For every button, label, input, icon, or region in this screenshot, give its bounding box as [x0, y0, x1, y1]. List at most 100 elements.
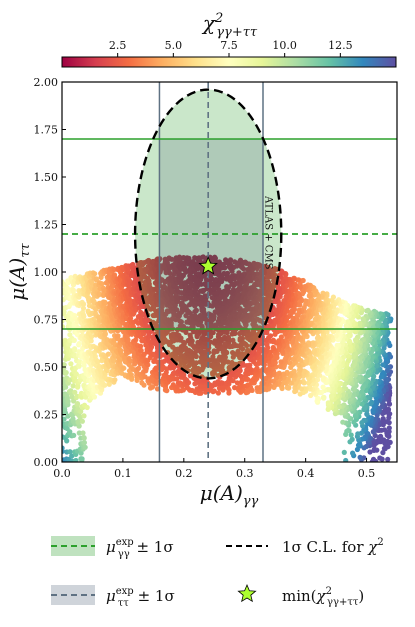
scatter-point [182, 345, 189, 351]
scatter-point [68, 361, 74, 367]
scatter-point [189, 387, 195, 394]
scatter-point [133, 337, 139, 343]
scatter-point [378, 374, 384, 380]
scatter-point [360, 385, 366, 391]
scatter-point [112, 377, 118, 383]
scatter-point [381, 345, 387, 351]
scatter-point [232, 385, 238, 391]
scatter-point [272, 317, 278, 323]
scatter-point [136, 365, 142, 371]
scatter-point [79, 418, 85, 424]
scatter-point [251, 375, 257, 382]
colorbar-tick-label: 7.5 [220, 39, 238, 52]
colorbar-gradient [61, 56, 397, 68]
scatter-point [92, 353, 98, 359]
scatter-point [121, 365, 127, 371]
scatter-point [320, 395, 326, 401]
scatter-point [187, 332, 193, 338]
scatter-point [111, 266, 117, 273]
scatter-point [325, 400, 331, 406]
scatter-point [386, 425, 392, 431]
scatter-point [314, 335, 321, 341]
scatter-point [380, 416, 386, 422]
scatter-point [78, 450, 84, 456]
scatter-point [92, 271, 98, 277]
scatter-point [82, 444, 88, 450]
scatter-point [76, 430, 82, 436]
scatter-point [381, 445, 387, 452]
scatter-point [385, 456, 391, 462]
scatter-point [74, 401, 81, 407]
scatter-point [105, 351, 111, 357]
scatter-point [203, 349, 209, 355]
scatter-point [106, 381, 112, 387]
scatter-point [124, 333, 130, 339]
scatter-point [298, 386, 304, 392]
scatter-point [76, 341, 82, 347]
scatter-point [72, 389, 78, 395]
scatter-point [351, 419, 357, 425]
scatter-point [170, 382, 176, 388]
scatter-point [80, 305, 87, 311]
scatter-point [212, 338, 218, 344]
scatter-point [154, 359, 160, 365]
scatter-point [62, 362, 67, 368]
scatter-point [278, 334, 284, 340]
scatter-point [370, 407, 376, 414]
scatter-point [104, 367, 110, 374]
scatter-point [386, 371, 392, 378]
scatter-point [380, 362, 386, 368]
scatter-point [76, 363, 82, 369]
scatter-point [305, 380, 312, 386]
scatter-point [357, 320, 363, 326]
scatter-point [67, 449, 73, 455]
scatter-point [146, 278, 152, 284]
scatter-point [278, 359, 284, 365]
scatter-point [102, 299, 108, 305]
scatter-point [89, 334, 95, 340]
scatter-point [96, 291, 102, 297]
scatter-points [62, 254, 394, 462]
scatter-point [81, 440, 87, 446]
scatter-point [328, 393, 335, 399]
scatter-point [341, 449, 347, 455]
scatter-point [296, 307, 302, 313]
scatter-point [277, 363, 283, 369]
scatter-point [138, 347, 144, 354]
scatter-point [222, 334, 228, 340]
scatter-point [93, 276, 99, 282]
scatter-point [244, 367, 250, 373]
scatter-point [270, 344, 276, 351]
scatter-point [271, 278, 277, 284]
scatter-point [217, 354, 223, 360]
scatter-point [320, 375, 326, 381]
scatter-point [287, 360, 293, 366]
scatter-point [306, 293, 312, 299]
scatter-point [81, 301, 87, 307]
scatter-point [290, 356, 296, 362]
scatter-point [130, 261, 136, 268]
scatter-point [237, 335, 243, 342]
scatter-point [245, 347, 251, 353]
scatter-point [102, 382, 108, 388]
scatter-point [174, 376, 180, 382]
scatter-point [367, 449, 373, 455]
scatter-point [340, 419, 346, 425]
scatter-point [275, 371, 281, 377]
scatter-point [79, 456, 85, 462]
scatter-point [297, 391, 303, 397]
scatter-point [288, 309, 294, 315]
scatter-point [70, 416, 76, 422]
scatter-point [70, 287, 76, 293]
scatter-point [350, 386, 356, 392]
scatter-point [68, 388, 74, 394]
scatter-point [181, 372, 187, 378]
scatter-point [99, 281, 105, 287]
scatter-point [373, 399, 379, 405]
scatter-point [281, 298, 287, 304]
scatter-point [343, 323, 349, 329]
scatter-point [193, 360, 199, 366]
colorbar-title: χ2 γγ+ττ [201, 11, 258, 40]
scatter-point [383, 393, 389, 399]
